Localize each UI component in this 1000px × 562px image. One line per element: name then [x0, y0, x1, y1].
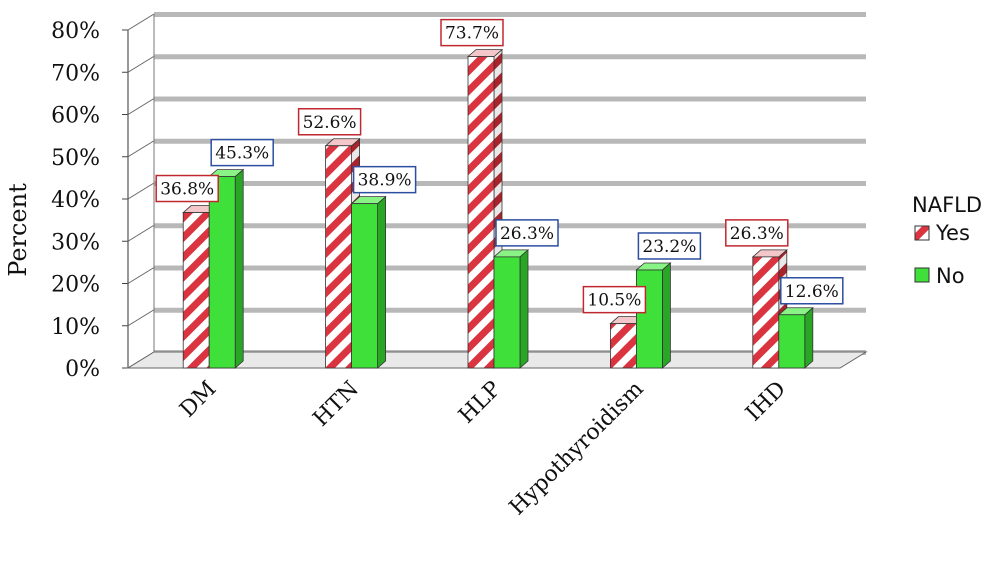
data-label-box — [155, 174, 219, 203]
gridline — [154, 181, 866, 186]
y-tick-label: 40% — [51, 188, 100, 213]
bar-no-ihd — [777, 306, 814, 369]
data-label-no-dm: 45.3% — [210, 138, 274, 167]
bar-side — [804, 306, 814, 369]
bar-no-hypothyroidism — [635, 262, 672, 369]
gridline-side — [127, 267, 155, 284]
data-label-text: 73.7% — [445, 24, 499, 44]
x-tick-label: DM — [175, 377, 221, 423]
gridline-side — [127, 55, 155, 73]
legend-label-no: No — [936, 264, 965, 288]
gridline — [154, 54, 866, 60]
x-tick-label: HTN — [309, 377, 364, 432]
data-label-box — [440, 18, 504, 47]
data-label-box — [725, 219, 789, 247]
data-label-box — [495, 219, 559, 247]
data-label-yes-ihd: 26.3% — [725, 219, 789, 247]
bar-front — [351, 203, 379, 369]
data-label-box — [582, 285, 647, 314]
gridline-side — [127, 309, 155, 327]
legend: NAFLD Yes No — [912, 193, 982, 288]
y-axis-title: Percent — [4, 183, 32, 277]
bar-front — [182, 212, 210, 369]
y-axis: 0% 10% 20% 30% 40% 50% 60% 70% 80% — [51, 14, 868, 382]
bar-side — [377, 195, 387, 369]
bar-front — [610, 323, 637, 369]
bar-front — [636, 269, 663, 369]
legend-title: NAFLD — [912, 193, 982, 217]
data-labels: 36.8%45.3% 52.6% 38.9% 73.7% 26.3% 10.5% 23.2%… — [155, 18, 844, 314]
data-label-text: 12.6% — [785, 282, 839, 302]
data-label-text: 45.3% — [215, 144, 269, 164]
data-label-yes-htn: 52.6% — [297, 108, 362, 136]
bar-front — [208, 176, 236, 369]
bars — [182, 48, 814, 369]
data-label-text: 26.3% — [500, 224, 554, 244]
gridline-side — [127, 98, 155, 115]
data-label-text: 26.3% — [730, 224, 784, 244]
data-label-box — [297, 108, 362, 136]
bar-front — [752, 256, 780, 369]
data-label-no-hlp: 26.3% — [495, 219, 559, 247]
bar-front — [778, 314, 806, 369]
y-tick-label: 0% — [65, 357, 100, 382]
x-tick-label: IHD — [741, 377, 791, 427]
data-label-text: 36.8% — [160, 180, 214, 200]
bar-front — [325, 145, 353, 369]
data-label-no-htn: 38.9% — [352, 165, 417, 194]
data-label-no-ihd: 12.6% — [780, 277, 844, 305]
gridline — [154, 12, 866, 17]
gridline-side — [127, 224, 155, 242]
y-tick-label: 20% — [51, 273, 100, 298]
y-tick-label: 50% — [51, 146, 100, 171]
y-tick-label: 30% — [51, 230, 100, 255]
x-tick-label: Hypothyroidism — [505, 376, 649, 520]
bar-no-dm — [208, 168, 245, 369]
y-tick-label: 80% — [51, 19, 100, 44]
data-label-no-hypothyroidism: 23.2% — [637, 232, 702, 260]
bar-no-hlp — [492, 249, 530, 369]
legend-swatch-yes — [914, 225, 930, 241]
gridline-side — [127, 182, 155, 200]
bar-side — [234, 168, 244, 369]
bar-no-htn — [350, 195, 387, 369]
bar-front — [493, 256, 521, 369]
gridline-side — [127, 140, 155, 158]
data-label-yes-hlp: 73.7% — [440, 18, 504, 47]
data-label-box — [352, 165, 417, 194]
bar-front — [467, 56, 495, 369]
y-tick-label: 10% — [51, 315, 100, 340]
data-label-text: 10.5% — [587, 291, 641, 311]
bar-side — [519, 249, 529, 369]
bar-side — [662, 262, 671, 369]
data-label-text: 52.6% — [303, 113, 357, 133]
data-label-text: 38.9% — [358, 171, 412, 191]
data-label-yes-hypothyroidism: 10.5% — [582, 285, 647, 314]
gridline-side — [127, 13, 155, 31]
data-label-yes-dm: 36.8% — [155, 174, 219, 203]
x-tick-label: HLP — [454, 376, 506, 428]
data-label-box — [210, 138, 274, 167]
gridline — [154, 138, 866, 144]
legend-swatch-no — [914, 267, 930, 283]
data-label-text: 23.2% — [642, 237, 696, 257]
y-tick-label: 70% — [51, 61, 100, 86]
gridline — [154, 96, 866, 102]
legend-label-yes: Yes — [935, 221, 970, 245]
data-label-box — [780, 277, 844, 305]
y-tick-label: 60% — [51, 104, 100, 129]
data-label-box — [637, 232, 702, 260]
